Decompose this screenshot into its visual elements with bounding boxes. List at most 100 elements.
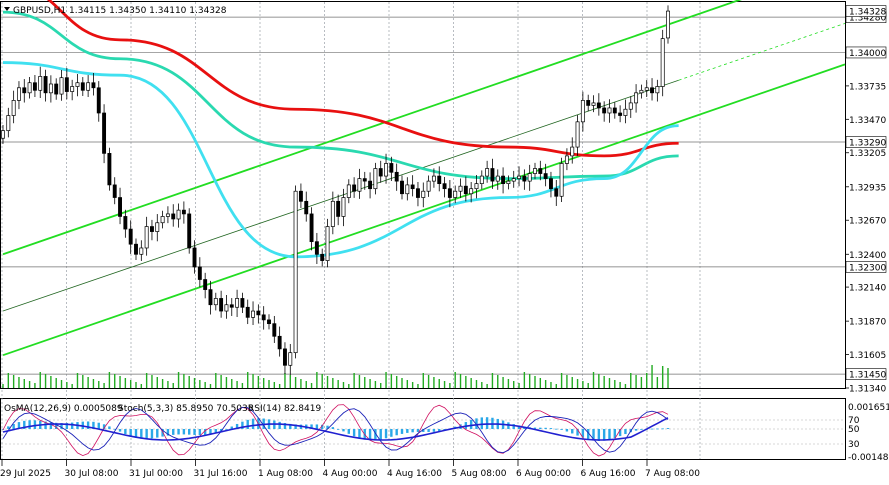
- candle-body: [123, 216, 128, 230]
- volume-bar: [555, 384, 557, 388]
- price-label: 1.32670: [849, 217, 886, 227]
- volume-bar: [236, 381, 238, 388]
- candle-body: [469, 188, 474, 195]
- osma-bar: [145, 429, 148, 439]
- price-label: 1.32935: [849, 183, 886, 193]
- candle-body: [17, 87, 21, 101]
- osma-bar: [55, 422, 58, 429]
- candle-body: [618, 112, 623, 116]
- volume-bar: [507, 379, 510, 388]
- osma-bar: [390, 429, 393, 437]
- candle-body: [591, 102, 596, 106]
- osma-bar: [17, 422, 21, 429]
- price-label: 1.33290: [849, 139, 886, 149]
- osma-bar: [422, 429, 425, 432]
- volume-bar: [417, 384, 419, 388]
- price-label: 1.31605: [849, 351, 886, 361]
- stoch-signal-line: [2, 404, 669, 457]
- volume-bar: [576, 379, 579, 388]
- volume-bar: [34, 383, 36, 388]
- volume-bar: [422, 373, 424, 388]
- channel-line: [2, 0, 742, 256]
- time-label: 5 Aug 08:00: [452, 469, 507, 479]
- osma-bar: [203, 429, 207, 435]
- volume-bar: [300, 379, 302, 388]
- candle-body: [240, 298, 245, 308]
- volume-bar: [502, 377, 504, 388]
- candle-body: [373, 168, 378, 190]
- candle-body: [655, 86, 660, 94]
- osma-bar: [310, 424, 313, 429]
- candle-body: [522, 175, 527, 182]
- candle-body: [596, 102, 601, 109]
- volume-bar: [603, 376, 605, 388]
- candle-body: [176, 209, 181, 220]
- candle-body: [511, 178, 516, 182]
- sub-level-label: 70: [848, 416, 860, 426]
- volume-bar: [289, 375, 291, 388]
- volume-bar: [640, 377, 643, 388]
- volume-bar: [87, 377, 89, 388]
- time-label: 31 Jul 00:00: [129, 469, 183, 479]
- osma-bar: [416, 429, 420, 433]
- osma-bar: [193, 429, 196, 435]
- osma-bar: [326, 425, 329, 429]
- osma-bar: [129, 429, 132, 437]
- candle-body: [256, 310, 261, 316]
- price-label: 1.31870: [849, 318, 886, 328]
- volume-bar: [353, 373, 355, 388]
- osma-bar: [602, 429, 606, 441]
- candle-body: [341, 197, 346, 217]
- sub-axis-bottom: -0.0014808: [848, 453, 889, 463]
- sub-level-label: 30: [848, 440, 860, 450]
- candle-body: [431, 175, 436, 182]
- volume-bar: [454, 372, 456, 388]
- candle-body: [384, 163, 388, 177]
- candle-body: [314, 241, 319, 255]
- osma-bar: [12, 423, 15, 429]
- volume-bar: [332, 378, 334, 388]
- osma-bar: [549, 428, 553, 429]
- osma-bar: [539, 427, 542, 429]
- osma-bar: [358, 429, 361, 439]
- price-axis: 1.34280 1.34000 1.33735 1.33470 1.332901.332…: [845, 5, 887, 395]
- volume-bar: [151, 375, 153, 388]
- volume-bar: [539, 378, 542, 388]
- volume-bar: [294, 377, 297, 388]
- volume-bar: [161, 379, 164, 388]
- moving-average-teal: [2, 10, 679, 181]
- volume-bar: [284, 373, 286, 388]
- candle-body: [32, 82, 37, 91]
- volume-bar: [443, 381, 446, 388]
- candle-body: [400, 180, 404, 195]
- collapse-triangle-icon[interactable]: [4, 7, 10, 11]
- osma-bar: [150, 429, 154, 439]
- osma-bar: [214, 429, 217, 434]
- osma-bar: [251, 418, 255, 429]
- candle-body: [277, 335, 282, 350]
- candle-body: [543, 173, 548, 179]
- time-label: 6 Aug 16:00: [581, 469, 636, 479]
- candle-body: [421, 190, 426, 198]
- candle-body: [602, 107, 607, 114]
- osma-bar: [246, 419, 249, 429]
- time-label: 7 Aug 08:00: [645, 469, 700, 479]
- osma-bar: [65, 422, 69, 429]
- osma-bar: [102, 424, 106, 429]
- candle-body: [144, 226, 149, 249]
- candle-body: [102, 112, 107, 154]
- osma-bar: [113, 428, 116, 430]
- time-label: 4 Aug 16:00: [387, 469, 442, 479]
- osma-bar: [533, 427, 537, 429]
- candle-body: [639, 89, 644, 94]
- volume-bar: [225, 377, 228, 388]
- candle-body: [362, 178, 367, 182]
- volume-bar: [449, 383, 451, 388]
- osma-bar: [485, 417, 489, 429]
- osma-bar: [384, 429, 388, 439]
- osma-bar: [427, 429, 430, 432]
- price-level-box: [845, 368, 887, 380]
- osma-bar: [278, 421, 281, 429]
